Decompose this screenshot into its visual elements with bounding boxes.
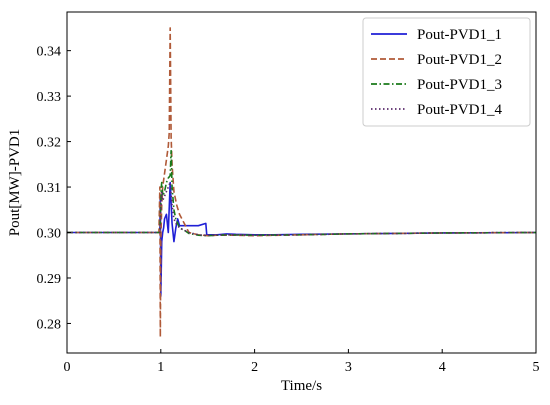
legend-label-1: Pout-PVD1_1 [417, 27, 502, 43]
y-tick-label: 0.28 [37, 317, 62, 332]
series-line-1 [67, 181, 537, 297]
y-tick-label: 0.31 [37, 181, 62, 196]
legend-box [362, 17, 531, 127]
y-tick-label: 0.30 [37, 227, 62, 242]
x-tick-label: 3 [345, 360, 352, 375]
legend-label-2: Pout-PVD1_2 [417, 52, 502, 68]
x-tick-label: 4 [439, 360, 446, 375]
y-tick-label: 0.32 [37, 136, 62, 151]
legend-label-3: Pout-PVD1_3 [417, 77, 502, 93]
series-line-2 [67, 27, 537, 338]
y-tick-label: 0.34 [37, 45, 62, 60]
x-tick-label: 1 [157, 360, 164, 375]
series-line-4 [67, 181, 537, 237]
axes-frame [66, 11, 537, 354]
axes-layer [66, 11, 537, 354]
x-axis-label: Time/s [281, 378, 322, 394]
y-axis-label: Pout[MW]-PVD1 [7, 129, 23, 237]
x-tick-label: 0 [64, 360, 71, 375]
y-tick-label: 0.29 [37, 272, 62, 287]
x-tick-label: 5 [533, 360, 540, 375]
ticks-layer: 0 1 2 3 4 5 0.28 0.29 0.30 0.31 0.32 0.33 0.34 [37, 45, 540, 375]
y-tick-label: 0.33 [37, 90, 62, 105]
x-tick-label: 2 [251, 360, 258, 375]
legend-label-4: Pout-PVD1_4 [417, 102, 503, 118]
series-line-3 [67, 149, 537, 237]
series-layer [67, 27, 537, 338]
legend: Pout-PVD1_1 Pout-PVD1_2 Pout-PVD1_3 Pout-PV… [362, 17, 531, 127]
